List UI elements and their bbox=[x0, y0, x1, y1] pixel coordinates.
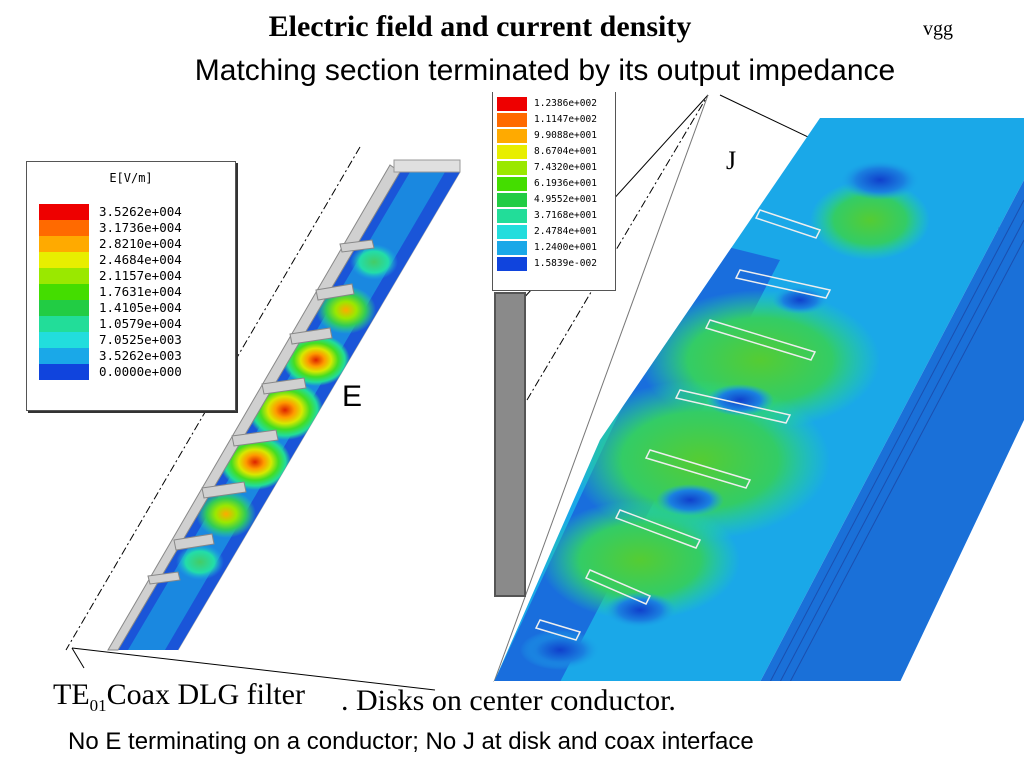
e-legend-value: 2.8210e+004 bbox=[99, 236, 182, 251]
j-legend-value: 9.9088e+001 bbox=[534, 130, 597, 141]
e-legend-entry: 2.1157e+004 bbox=[39, 268, 182, 284]
j-legend-entry: 1.2400e+001 bbox=[497, 240, 597, 256]
caption-prefix: TE bbox=[53, 678, 90, 711]
e-legend-value: 0.0000e+000 bbox=[99, 364, 182, 379]
e-legend-entry: 3.5262e+003 bbox=[39, 348, 182, 364]
e-plot-end-cap bbox=[393, 159, 461, 173]
j-block-side-face bbox=[760, 180, 1024, 682]
e-legend-swatch bbox=[39, 220, 89, 236]
j-legend-swatch bbox=[497, 225, 527, 239]
j-legend-rows: 1.2386e+002 1.1147e+002 9.9088e+001 8.6704e… bbox=[497, 96, 597, 272]
j-legend-swatch bbox=[497, 241, 527, 255]
e-legend-entry: 3.5262e+004 bbox=[39, 204, 182, 220]
j-legend-entry: 7.4320e+001 bbox=[497, 160, 597, 176]
e-legend-value: 2.1157e+004 bbox=[99, 268, 182, 283]
j-legend-swatch bbox=[497, 145, 527, 159]
e-plot-label: E bbox=[342, 380, 363, 413]
caption-tail: . Disks on center conductor. bbox=[341, 684, 676, 717]
e-legend-swatch bbox=[39, 252, 89, 268]
caption-subscript: 01 bbox=[89, 696, 107, 715]
j-legend-entry: 1.5839e-002 bbox=[497, 256, 597, 272]
author-initials: vgg bbox=[923, 18, 953, 40]
j-legend-value: 6.1936e+001 bbox=[534, 178, 597, 189]
e-legend-value: 7.0525e+003 bbox=[99, 332, 182, 347]
e-legend-entry: 0.0000e+000 bbox=[39, 364, 182, 380]
j-legend-swatch bbox=[497, 209, 527, 223]
j-legend-entry: 4.9552e+001 bbox=[497, 192, 597, 208]
slide-title: Electric field and current density bbox=[268, 10, 692, 43]
j-legend-value: 1.5839e-002 bbox=[534, 258, 597, 269]
j-legend-entry: 9.9088e+001 bbox=[497, 128, 597, 144]
e-legend-value: 1.0579e+004 bbox=[99, 316, 182, 331]
j-legend-swatch bbox=[497, 193, 527, 207]
e-legend-entry: 1.0579e+004 bbox=[39, 316, 182, 332]
e-field-legend: E[V/m] 3.5262e+004 3.1736e+004 2.8210e+004… bbox=[26, 161, 236, 411]
j-legend-swatch bbox=[497, 113, 527, 127]
e-legend-value: 3.5262e+004 bbox=[99, 204, 182, 219]
j-block-side-lines bbox=[769, 199, 1024, 683]
e-legend-swatch bbox=[39, 284, 89, 300]
j-legend-swatch bbox=[497, 97, 527, 111]
j-legend-swatch bbox=[497, 257, 527, 271]
e-legend-value: 2.4684e+004 bbox=[99, 252, 182, 267]
e-legend-entry: 3.1736e+004 bbox=[39, 220, 182, 236]
e-legend-swatch bbox=[39, 268, 89, 284]
j-legend-swatch bbox=[497, 129, 527, 143]
caption-filter: Coax DLG filter bbox=[106, 678, 305, 711]
j-legend-entry: 2.4784e+001 bbox=[497, 224, 597, 240]
j-legend-value: 1.2386e+002 bbox=[534, 98, 597, 109]
j-legend-value: 3.7168e+001 bbox=[534, 210, 597, 221]
e-legend-entry: 7.0525e+003 bbox=[39, 332, 182, 348]
j-legend-entry: 3.7168e+001 bbox=[497, 208, 597, 224]
caption-main: TE01Coax DLG filter bbox=[53, 678, 305, 716]
j-legend-value: 8.6704e+001 bbox=[534, 146, 597, 157]
j-legend-value: 1.2400e+001 bbox=[534, 242, 597, 253]
e-legend-value: 1.4105e+004 bbox=[99, 300, 182, 315]
e-legend-entry: 2.8210e+004 bbox=[39, 236, 182, 252]
j-legend-value: 1.1147e+002 bbox=[534, 114, 597, 125]
j-legend-entry: 8.6704e+001 bbox=[497, 144, 597, 160]
gray-panel-edge bbox=[494, 292, 526, 597]
j-current-legend: 1.2386e+002 1.1147e+002 9.9088e+001 8.6704e… bbox=[492, 92, 616, 291]
j-legend-swatch bbox=[497, 161, 527, 175]
j-legend-value: 7.4320e+001 bbox=[534, 162, 597, 173]
e-legend-swatch bbox=[39, 236, 89, 252]
j-legend-entry: 1.2386e+002 bbox=[497, 96, 597, 112]
j-plot-label: J bbox=[726, 146, 737, 175]
e-legend-swatch bbox=[39, 316, 89, 332]
e-legend-swatch bbox=[39, 364, 89, 380]
j-legend-entry: 1.1147e+002 bbox=[497, 112, 597, 128]
e-legend-value: 1.7631e+004 bbox=[99, 284, 182, 299]
j-legend-value: 2.4784e+001 bbox=[534, 226, 597, 237]
e-legend-entry: 1.4105e+004 bbox=[39, 300, 182, 316]
e-legend-swatch bbox=[39, 332, 89, 348]
e-legend-swatch bbox=[39, 300, 89, 316]
e-legend-swatch bbox=[39, 204, 89, 220]
e-legend-entry: 2.4684e+004 bbox=[39, 252, 182, 268]
slide-subtitle: Matching section terminated by its outpu… bbox=[194, 54, 896, 87]
e-legend-swatch bbox=[39, 348, 89, 364]
e-legend-value: 3.1736e+004 bbox=[99, 220, 182, 235]
j-legend-swatch bbox=[497, 177, 527, 191]
e-legend-value: 3.5262e+003 bbox=[99, 348, 182, 363]
e-legend-entry: 1.7631e+004 bbox=[39, 284, 182, 300]
j-legend-entry: 6.1936e+001 bbox=[497, 176, 597, 192]
note-text: No E terminating on a conductor; No J at… bbox=[68, 728, 754, 755]
e-legend-rows: 3.5262e+004 3.1736e+004 2.8210e+004 2.4684e… bbox=[39, 204, 182, 380]
j-legend-value: 4.9552e+001 bbox=[534, 194, 597, 205]
e-legend-title: E[V/m] bbox=[109, 171, 153, 185]
